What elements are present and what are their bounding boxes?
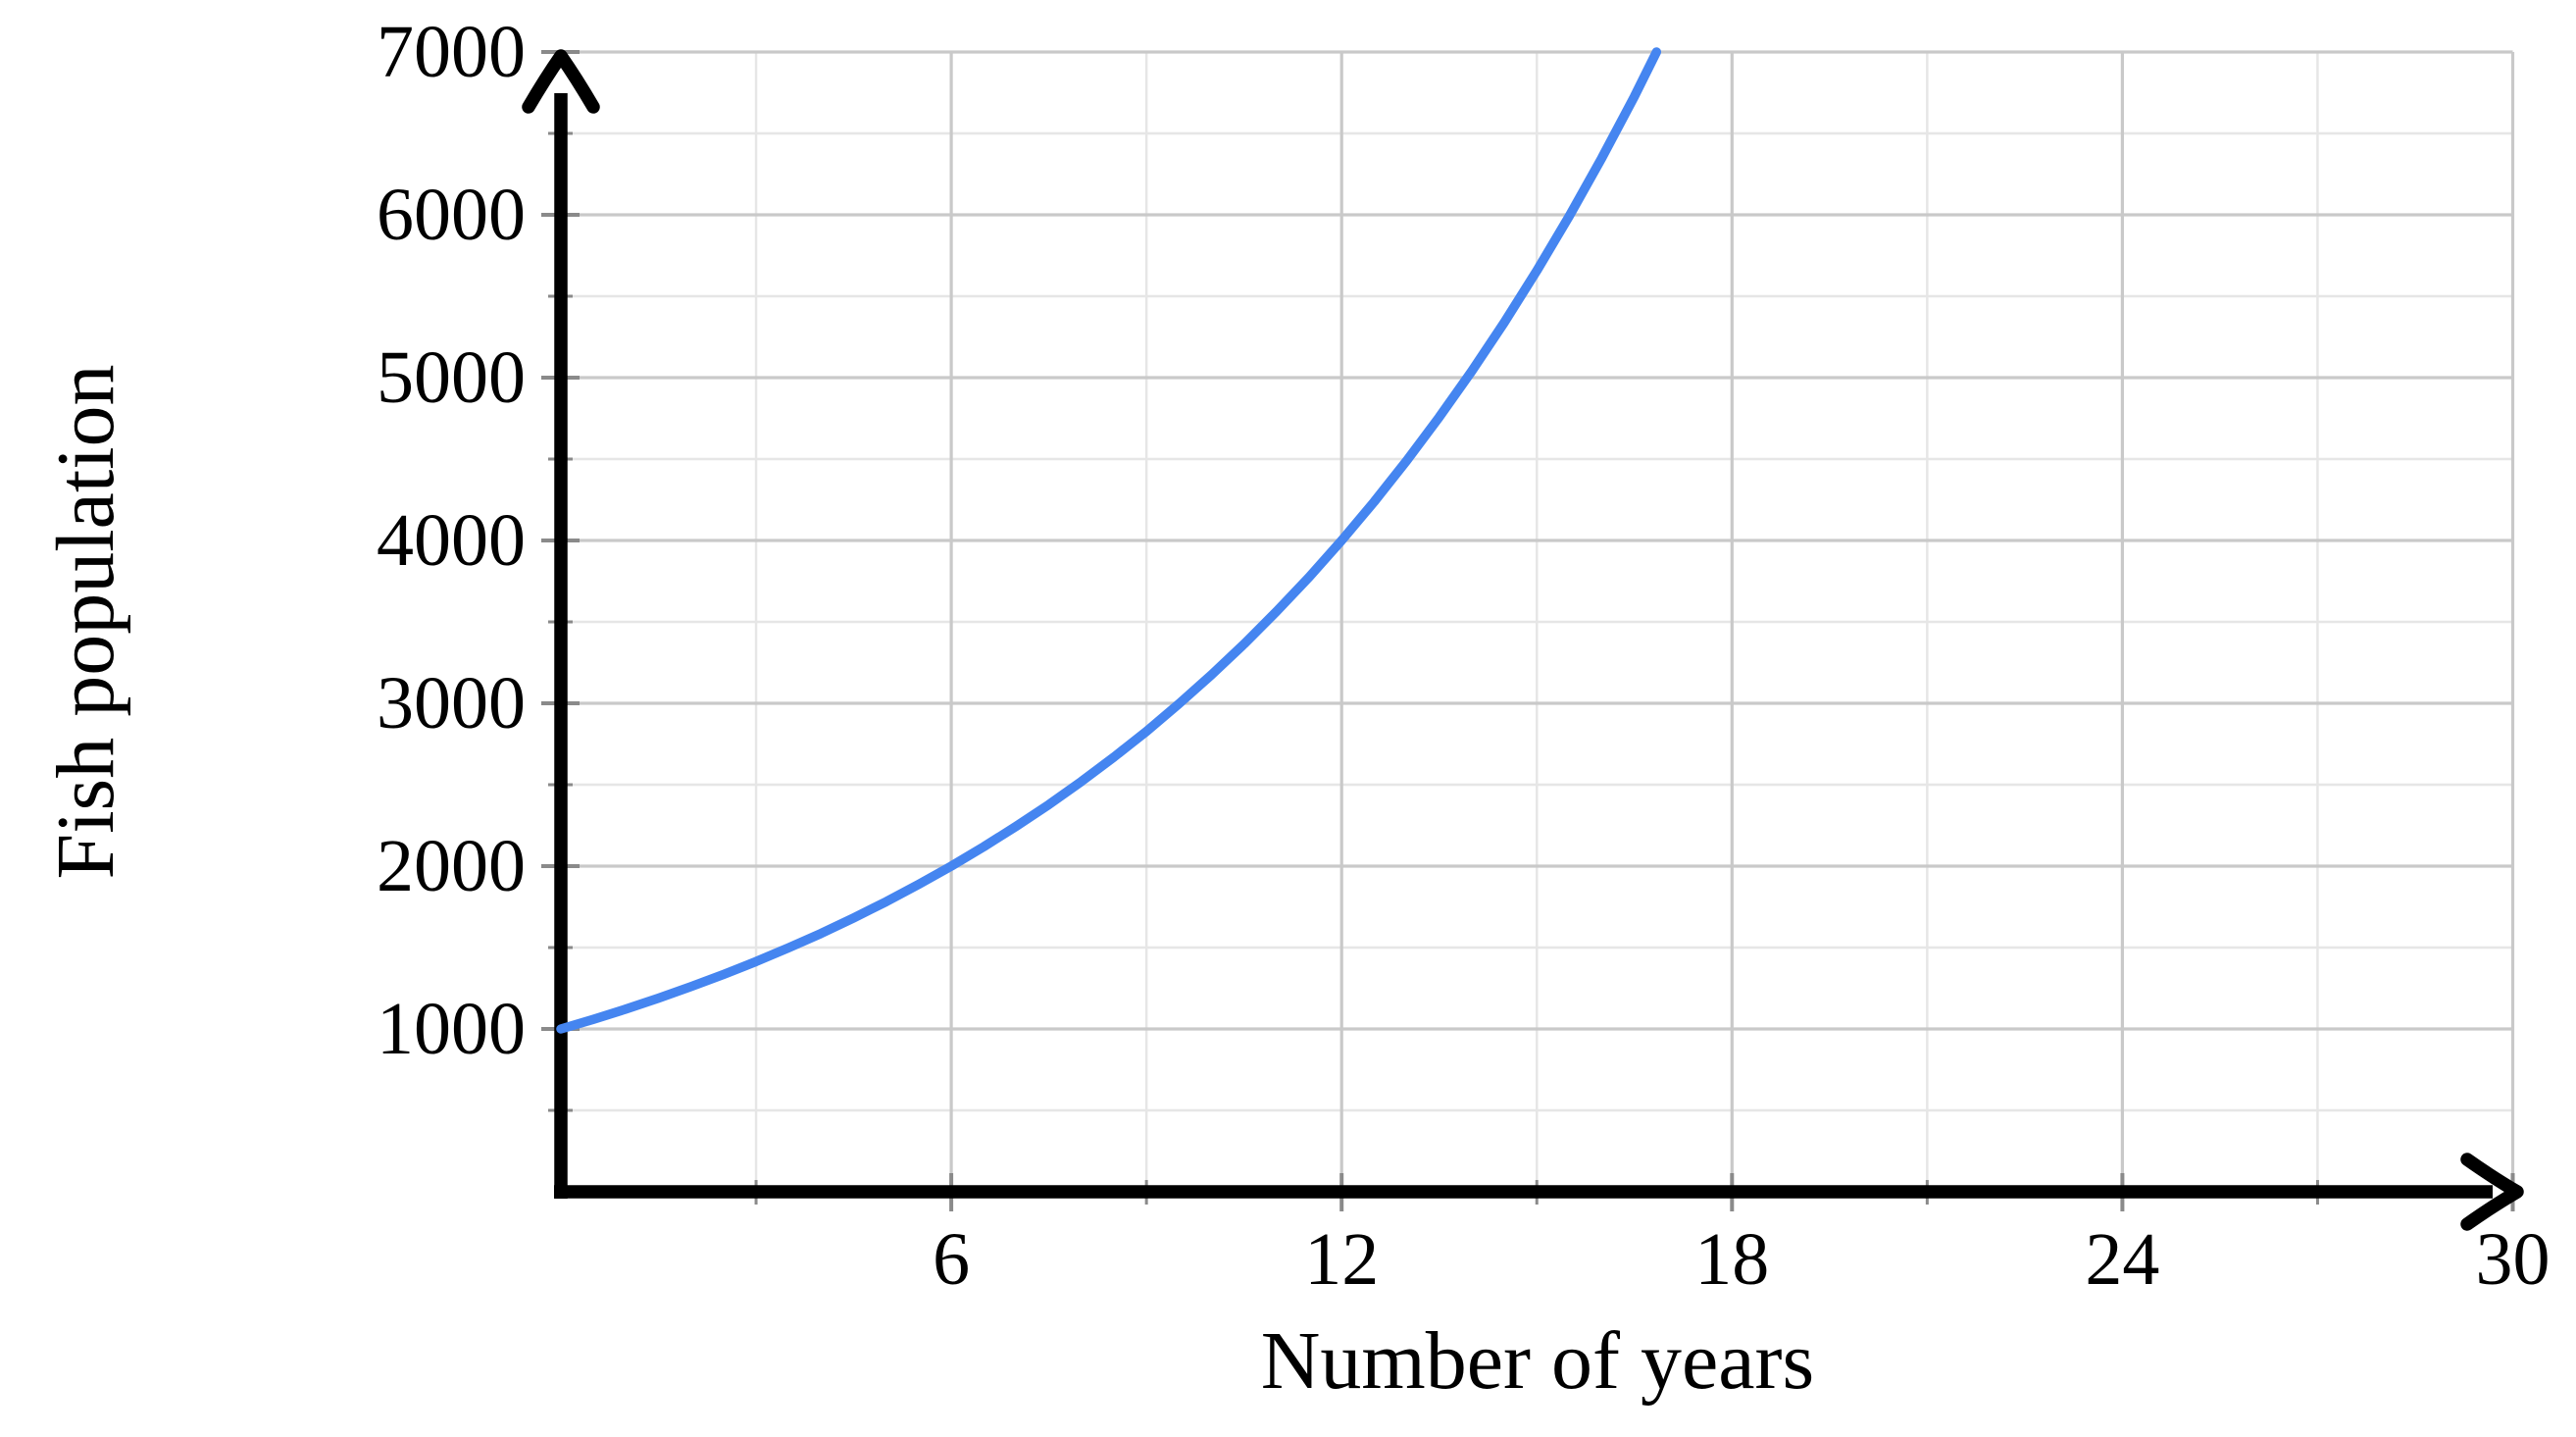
y-axis-arrowhead [522, 49, 600, 114]
x-axis-arrowhead [2460, 1153, 2524, 1231]
fish-population-curve [556, 47, 1662, 1034]
